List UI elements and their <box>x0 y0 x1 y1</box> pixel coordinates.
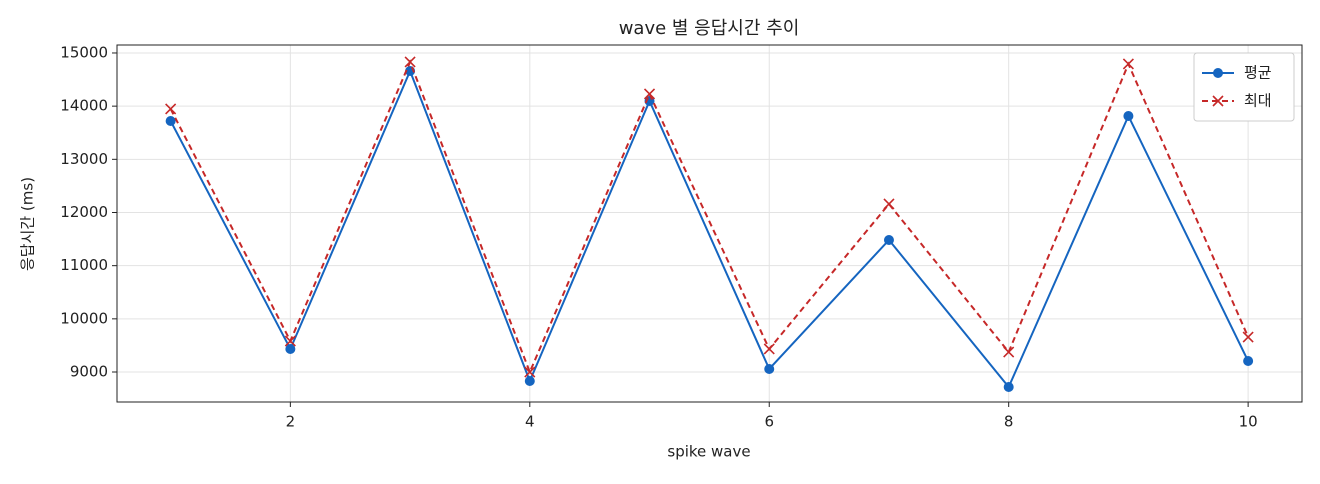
y-tick-label: 9000 <box>70 363 108 381</box>
x-tick-label: 10 <box>1239 413 1258 431</box>
x-tick-label: 4 <box>525 413 535 431</box>
x-tick-label: 8 <box>1004 413 1014 431</box>
point <box>1242 331 1254 343</box>
point <box>764 363 775 374</box>
y-axis-label: 응답시간 (ms) <box>19 177 37 271</box>
legend-label: 평균 <box>1244 64 1272 82</box>
y-tick-label: 13000 <box>60 150 108 168</box>
point <box>524 375 535 386</box>
point <box>883 198 895 210</box>
point <box>643 88 656 100</box>
y-tick-label: 12000 <box>60 203 108 221</box>
point <box>284 335 296 347</box>
x-tick-label: 2 <box>286 413 296 431</box>
plot-frame <box>116 44 1303 403</box>
y-tick-label: 11000 <box>60 256 108 274</box>
point <box>285 343 296 354</box>
legend-marker <box>1213 68 1223 78</box>
x-tick-label: 6 <box>764 413 774 431</box>
point <box>524 366 536 378</box>
series-line <box>169 59 1250 375</box>
point <box>165 103 177 115</box>
legend-marker <box>1212 95 1224 107</box>
series-line <box>169 68 1250 389</box>
y-tick-label: 14000 <box>60 97 108 115</box>
point <box>1123 110 1134 121</box>
point <box>1003 346 1015 358</box>
x-axis-label: spike wave <box>667 443 750 461</box>
y-tick-label: 10000 <box>60 309 108 327</box>
chart-title: wave 별 응답시간 추이 <box>619 18 800 39</box>
point <box>763 343 775 355</box>
point <box>1003 382 1014 393</box>
point <box>1243 356 1254 367</box>
legend-label: 최대 <box>1244 92 1272 110</box>
point <box>404 56 416 68</box>
point <box>1122 58 1134 70</box>
point <box>883 234 894 245</box>
y-tick-label: 15000 <box>60 43 108 61</box>
point <box>165 115 176 126</box>
